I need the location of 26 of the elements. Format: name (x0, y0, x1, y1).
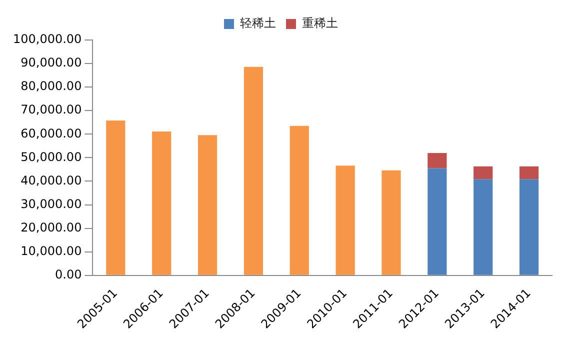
y-tick-label: 70,000.00 (20, 102, 82, 117)
y-tick-label: 10,000.00 (20, 244, 82, 258)
bar (382, 170, 401, 275)
y-tick-label: 100,000.00 (12, 32, 82, 46)
bar (474, 166, 493, 180)
bar (428, 168, 447, 275)
bar (336, 166, 355, 275)
y-tick-label: 40,000.00 (20, 173, 82, 188)
y-tick-label: 60,000.00 (20, 126, 82, 140)
bar (290, 126, 309, 275)
y-tick-label: 50,000.00 (20, 150, 82, 164)
bar (106, 120, 126, 275)
bar (519, 166, 539, 180)
bar (474, 179, 493, 275)
bar (152, 132, 172, 275)
y-tick-label: 90,000.00 (20, 56, 82, 70)
bar (198, 135, 218, 275)
y-tick-label: 30,000.00 (20, 196, 82, 211)
legend-label: 重稀土 (302, 16, 338, 30)
bar (428, 152, 447, 168)
bar (519, 179, 539, 275)
y-tick-label: 0.00 (54, 267, 82, 282)
y-tick-label: 20,000.00 (20, 220, 82, 234)
bar (244, 66, 264, 275)
y-tick-label: 80,000.00 (20, 79, 82, 94)
legend-label: 轻稀土 (240, 16, 276, 30)
